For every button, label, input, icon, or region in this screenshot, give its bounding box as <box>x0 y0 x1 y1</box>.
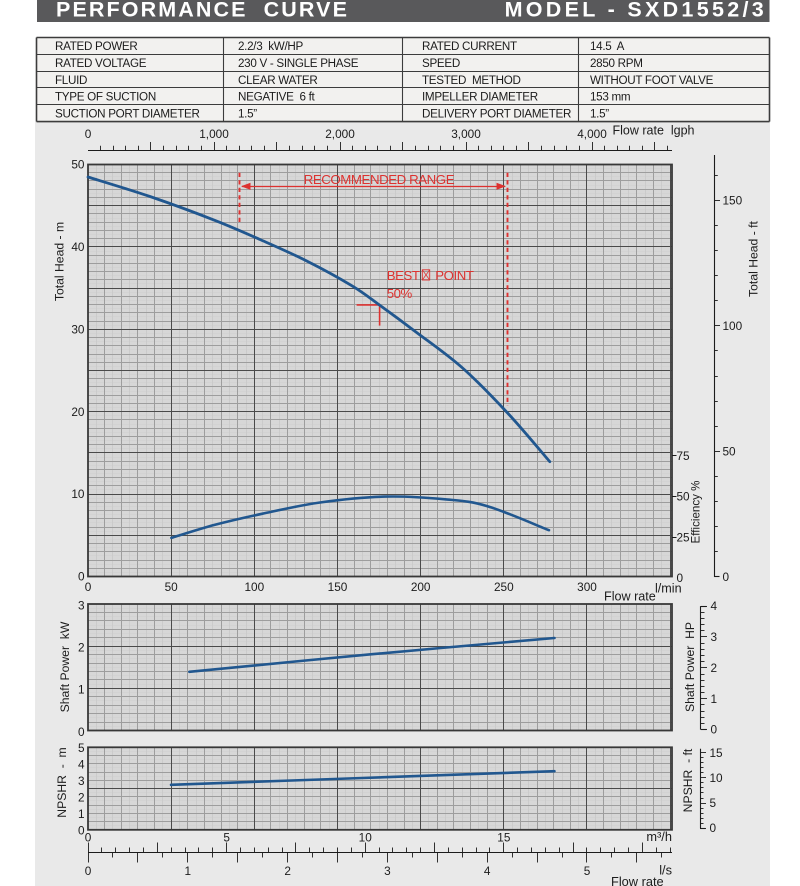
svg-text:10: 10 <box>359 831 373 845</box>
svg-text:RATED CURRENT: RATED CURRENT <box>422 40 517 53</box>
svg-text:Shaft Power HP: Shaft Power HP <box>683 622 697 712</box>
svg-text:NPSHR - ft: NPSHR - ft <box>681 748 695 812</box>
svg-text:SUCTION PORT DIAMETER: SUCTION PORT DIAMETER <box>55 107 200 120</box>
svg-text:5: 5 <box>710 796 717 810</box>
svg-text:m³/h: m³/h <box>646 829 672 844</box>
svg-text:2,000: 2,000 <box>325 127 355 141</box>
svg-text:2.2/3 kW/HP: 2.2/3 kW/HP <box>238 40 304 53</box>
svg-text:Total Head - ft: Total Head - ft <box>747 220 761 296</box>
svg-text:250: 250 <box>494 580 514 594</box>
svg-text:2850 RPM: 2850 RPM <box>590 57 643 70</box>
svg-text:DELIVERY PORT DIAMETER: DELIVERY PORT DIAMETER <box>422 107 571 120</box>
svg-text:3,000: 3,000 <box>451 127 481 141</box>
svg-text:50: 50 <box>71 158 85 172</box>
svg-text:0: 0 <box>78 570 85 584</box>
svg-text:BEST: BEST <box>387 268 420 283</box>
svg-text:SPEED: SPEED <box>422 57 460 70</box>
svg-text:Shaft Power kW: Shaft Power kW <box>58 621 72 712</box>
svg-text:100: 100 <box>244 580 264 594</box>
svg-text:4: 4 <box>484 864 491 878</box>
svg-text:5: 5 <box>584 864 591 878</box>
svg-text:3: 3 <box>711 630 718 644</box>
svg-text:PERFORMANCE CURVE: PERFORMANCE CURVE <box>56 0 349 21</box>
svg-text:2: 2 <box>284 864 291 878</box>
svg-text:4,000: 4,000 <box>577 127 607 141</box>
svg-text:NEGATIVE 6 ft: NEGATIVE 6 ft <box>238 91 316 104</box>
svg-text:0: 0 <box>78 725 85 739</box>
svg-text:1.5”: 1.5” <box>590 107 609 120</box>
svg-text:Total Head - m: Total Head - m <box>53 222 67 301</box>
svg-text:l/s: l/s <box>659 863 672 878</box>
svg-text:1: 1 <box>78 683 85 697</box>
svg-text:150: 150 <box>723 193 743 207</box>
svg-text:RECOMMENDED RANGE: RECOMMENDED RANGE <box>304 172 455 187</box>
svg-text:0: 0 <box>78 823 85 837</box>
svg-text:100: 100 <box>723 319 743 333</box>
svg-text:4: 4 <box>711 599 718 613</box>
svg-text:30: 30 <box>71 322 85 336</box>
svg-text:5: 5 <box>78 741 85 755</box>
svg-text:TESTED METHOD: TESTED METHOD <box>422 74 521 87</box>
svg-text:1.5”: 1.5” <box>238 107 257 120</box>
svg-text:25: 25 <box>677 530 691 544</box>
svg-text:1: 1 <box>711 692 718 706</box>
svg-text:50%: 50% <box>387 286 413 301</box>
svg-text:50: 50 <box>677 490 691 504</box>
svg-text:0: 0 <box>711 723 718 737</box>
svg-text:RATED POWER: RATED POWER <box>55 40 138 53</box>
svg-text:0: 0 <box>723 570 730 584</box>
svg-text:Flow rate lgph: Flow rate lgph <box>613 124 695 138</box>
svg-text:IMPELLER DIAMETER: IMPELLER DIAMETER <box>422 91 538 104</box>
svg-text:10: 10 <box>710 771 724 785</box>
svg-text:3: 3 <box>78 774 85 788</box>
svg-text:0: 0 <box>85 580 92 594</box>
svg-text:10: 10 <box>71 487 85 501</box>
svg-text:5: 5 <box>223 831 230 845</box>
svg-text:1: 1 <box>185 864 192 878</box>
svg-text:20: 20 <box>71 405 85 419</box>
svg-text:l/min: l/min <box>655 582 682 596</box>
svg-text:TYPE OF SUCTION: TYPE OF SUCTION <box>55 91 156 104</box>
svg-text:230 V - SINGLE PHASE: 230 V - SINGLE PHASE <box>238 57 359 70</box>
svg-text:0: 0 <box>85 127 92 141</box>
svg-text:WITHOUT FOOT VALVE: WITHOUT FOOT VALVE <box>590 74 714 87</box>
svg-text:15: 15 <box>497 831 511 845</box>
svg-text:Efficiency %: Efficiency % <box>689 481 702 544</box>
svg-text:CLEAR WATER: CLEAR WATER <box>238 74 318 87</box>
svg-text:50: 50 <box>723 444 737 458</box>
svg-text:0: 0 <box>85 864 92 878</box>
svg-text:MODEL - SXD1552/3: MODEL - SXD1552/3 <box>505 0 767 21</box>
svg-text:75: 75 <box>677 449 691 463</box>
svg-text:0: 0 <box>710 821 717 835</box>
svg-text:2: 2 <box>711 661 718 675</box>
svg-text:50: 50 <box>165 580 179 594</box>
svg-text:2: 2 <box>78 790 85 804</box>
svg-text:RATED VOLTAGE: RATED VOLTAGE <box>55 57 147 70</box>
svg-text:3: 3 <box>78 598 85 612</box>
svg-text:40: 40 <box>71 240 85 254</box>
svg-text:FLUID: FLUID <box>55 74 87 87</box>
svg-text:0: 0 <box>677 571 684 585</box>
svg-text:Flow rate: Flow rate <box>604 590 656 604</box>
svg-text:0: 0 <box>85 831 92 845</box>
svg-text:1: 1 <box>78 807 85 821</box>
svg-text:POINT: POINT <box>435 268 474 283</box>
svg-text:200: 200 <box>411 580 431 594</box>
svg-text:NPSHR - m: NPSHR - m <box>55 747 69 817</box>
svg-text:153 mm: 153 mm <box>590 91 630 104</box>
svg-text:3: 3 <box>384 864 391 878</box>
svg-text:15: 15 <box>710 746 724 760</box>
svg-text:14.5 A: 14.5 A <box>590 40 625 53</box>
svg-text:2: 2 <box>78 640 85 654</box>
svg-text:1,000: 1,000 <box>199 127 229 141</box>
svg-text:Flow rate: Flow rate <box>611 874 664 886</box>
svg-text:4: 4 <box>78 757 85 771</box>
svg-text:150: 150 <box>328 580 348 594</box>
svg-text:300: 300 <box>577 580 597 594</box>
